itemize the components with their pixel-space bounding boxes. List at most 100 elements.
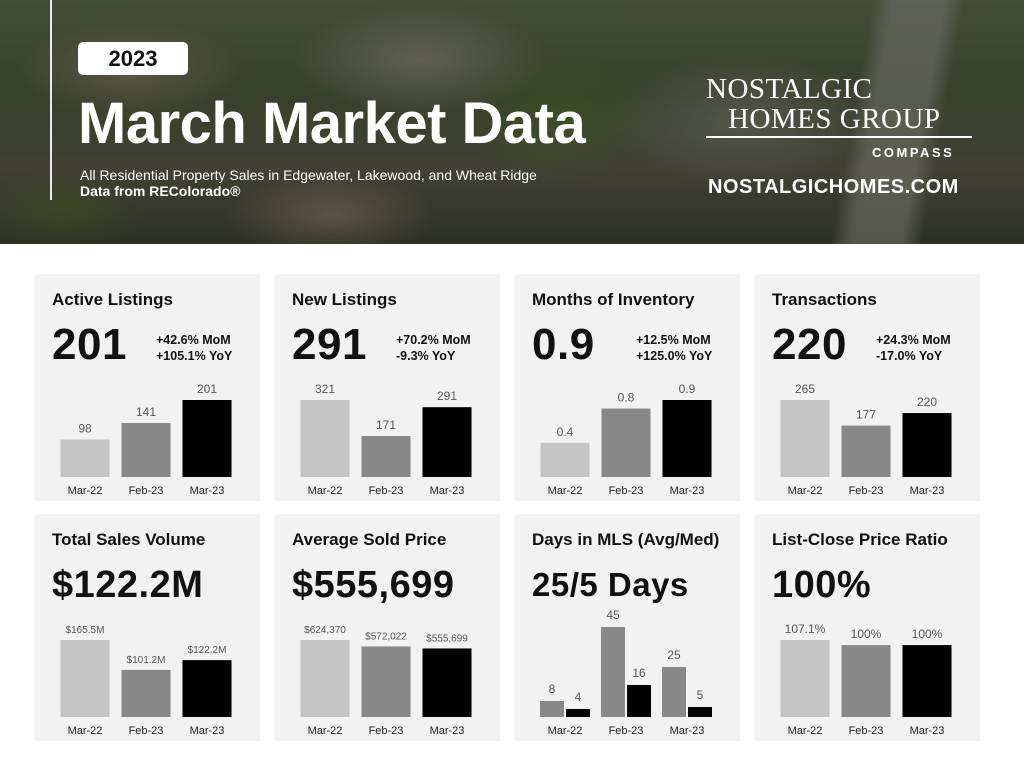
category-label: Mar-23 xyxy=(430,485,465,497)
bar-chart: Mar-22 Feb-23 Mar-23 321 171 291 xyxy=(300,382,472,497)
category-label: Mar-23 xyxy=(910,485,945,497)
brand-url[interactable]: NOSTALGICHOMES.COM xyxy=(708,176,959,198)
category-label: Feb-23 xyxy=(369,725,404,737)
data-label: 201 xyxy=(197,382,217,396)
card-stats: +24.3% MoM -17.0% YoY xyxy=(876,332,951,364)
category-label: Feb-23 xyxy=(609,725,644,737)
bar xyxy=(540,442,590,477)
category-label: Mar-22 xyxy=(788,725,823,737)
data-label: 98 xyxy=(78,421,92,435)
bar xyxy=(300,640,350,717)
bar-chart: Mar-22 Feb-23 Mar-23 0.4 0.8 0.9 xyxy=(540,382,712,497)
bar xyxy=(60,640,110,717)
category-label: Mar-22 xyxy=(548,485,583,497)
bar-chart: Mar-22 Feb-23 Mar-23 $624,370 $572,022 $555,6… xyxy=(300,625,472,737)
data-label: 100% xyxy=(912,627,943,641)
card-value: 201 xyxy=(52,320,127,369)
bar xyxy=(121,669,171,717)
bar xyxy=(182,400,232,477)
data-label: $555,699 xyxy=(426,633,468,644)
card-value: 0.9 xyxy=(532,320,595,369)
category-label: Feb-23 xyxy=(369,485,404,497)
card-mom: +24.3% MoM xyxy=(876,333,951,347)
bar xyxy=(780,640,830,717)
data-label: 25 xyxy=(667,648,681,662)
card-title: Transactions xyxy=(772,290,877,309)
data-label: 0.8 xyxy=(618,391,635,405)
bar xyxy=(300,400,350,477)
category-label: Feb-23 xyxy=(849,725,884,737)
card-average-sold-price: Average Sold Price $555,699 Mar-22 Feb-23… xyxy=(274,514,500,741)
bar xyxy=(60,439,110,477)
data-label: $101.2M xyxy=(127,655,166,666)
category-label: Mar-22 xyxy=(308,725,343,737)
bar-chart: Mar-22 Feb-23 Mar-23 98 141 201 xyxy=(60,382,232,497)
data-label: 4 xyxy=(575,690,582,704)
data-label: 291 xyxy=(437,389,457,403)
category-label: Mar-23 xyxy=(670,485,705,497)
data-label: 16 xyxy=(632,666,646,680)
category-label: Mar-22 xyxy=(788,485,823,497)
page-subtitle: All Residential Property Sales in Edgewa… xyxy=(80,167,537,183)
card-stats: +70.2% MoM -9.3% YoY xyxy=(396,332,471,364)
bar-chart: Mar-22 Feb-23 Mar-23 107.1% 100% 100% xyxy=(780,622,952,737)
data-label: 141 xyxy=(136,405,156,419)
card-yoy: -9.3% YoY xyxy=(396,349,456,363)
bar xyxy=(841,645,891,717)
bar xyxy=(688,707,712,717)
card-value: 100% xyxy=(772,564,872,606)
bar xyxy=(566,709,590,717)
bar xyxy=(121,422,171,477)
card-transactions: Transactions 220 +24.3% MoM -17.0% YoY M… xyxy=(754,274,980,501)
header-banner: 2023 March Market Data All Residential P… xyxy=(0,0,1024,244)
data-label: 177 xyxy=(856,408,876,422)
bar-chart: Mar-22 Feb-23 Mar-23 $165.5M $101.2M $122.2M xyxy=(60,625,232,737)
card-months-of-inventory: Months of Inventory 0.9 +12.5% MoM +125.… xyxy=(514,274,740,501)
data-label: 265 xyxy=(795,382,815,396)
category-label: Feb-23 xyxy=(609,485,644,497)
bar xyxy=(627,685,651,717)
category-label: Mar-23 xyxy=(430,725,465,737)
card-value: $122.2M xyxy=(52,564,204,606)
card-stats: +12.5% MoM +125.0% YoY xyxy=(636,332,712,364)
data-label: 45 xyxy=(606,608,620,622)
card-list-close-ratio: List-Close Price Ratio 100% Mar-22 Feb-23… xyxy=(754,514,980,741)
bar xyxy=(182,660,232,717)
card-title: List-Close Price Ratio xyxy=(772,530,948,549)
bar xyxy=(841,425,891,477)
data-label: 321 xyxy=(315,382,335,396)
data-label: 171 xyxy=(376,418,396,432)
bar xyxy=(902,645,952,717)
bar xyxy=(662,400,712,477)
bar xyxy=(361,646,411,717)
data-label: $572,022 xyxy=(365,631,407,642)
bar xyxy=(422,648,472,717)
bar xyxy=(361,435,411,477)
bar xyxy=(601,627,625,717)
brand-compass: COMPASS xyxy=(872,145,955,160)
category-label: Mar-22 xyxy=(548,725,583,737)
data-label: 220 xyxy=(917,395,937,409)
card-value: $555,699 xyxy=(292,564,455,606)
bar xyxy=(902,413,952,477)
year-badge: 2023 xyxy=(78,42,188,75)
data-label: 100% xyxy=(851,627,882,641)
data-label: 0.9 xyxy=(679,382,696,396)
card-new-listings: New Listings 291 +70.2% MoM -9.3% YoY Ma… xyxy=(274,274,500,501)
card-title: Active Listings xyxy=(52,290,173,309)
category-label: Feb-23 xyxy=(849,485,884,497)
bar-chart: Mar-22 Feb-23 Mar-23 265 177 220 xyxy=(780,382,952,497)
grouped-bar-chart: Mar-22 Feb-23 Mar-23 8 45 25 4 16 5 xyxy=(540,608,712,737)
card-title: Average Sold Price xyxy=(292,530,447,549)
card-value: 25/5 Days xyxy=(532,566,689,603)
data-label: $624,370 xyxy=(304,625,346,636)
category-label: Mar-23 xyxy=(670,725,705,737)
category-label: Mar-23 xyxy=(910,725,945,737)
category-label: Mar-22 xyxy=(68,725,103,737)
data-label: 107.1% xyxy=(785,622,826,636)
data-label: 0.4 xyxy=(557,425,574,439)
data-label: 8 xyxy=(549,682,556,696)
card-yoy: -17.0% YoY xyxy=(876,349,943,363)
data-label: $165.5M xyxy=(66,625,105,636)
data-label: 5 xyxy=(697,688,704,702)
